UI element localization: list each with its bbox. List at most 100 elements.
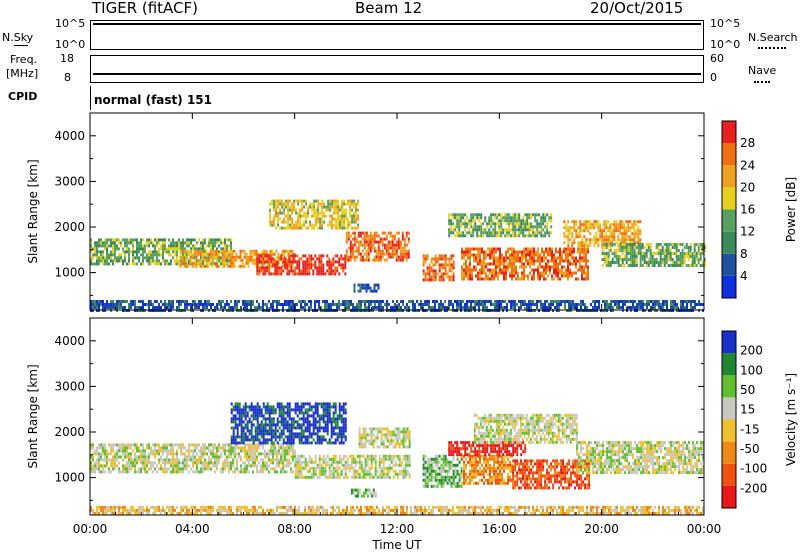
data-cell <box>363 231 366 235</box>
data-cell <box>136 443 138 447</box>
data-cell <box>502 300 504 303</box>
data-cell <box>290 300 292 303</box>
data-cell <box>305 217 308 221</box>
data-cell <box>648 303 650 306</box>
data-cell <box>465 265 467 269</box>
data-cell <box>438 263 441 267</box>
data-cell <box>525 250 527 254</box>
data-cell <box>176 247 178 251</box>
data-cell <box>580 300 582 303</box>
data-cell <box>228 467 230 471</box>
data-cell <box>585 277 587 281</box>
data-cell <box>508 225 511 229</box>
data-cell <box>90 259 92 263</box>
data-cell <box>182 446 184 450</box>
data-cell <box>152 306 154 309</box>
data-cell <box>232 432 235 436</box>
data-cell <box>212 446 214 450</box>
data-cell <box>434 272 437 276</box>
data-cell <box>208 446 210 450</box>
data-cell <box>320 260 323 264</box>
data-cell <box>339 223 342 227</box>
data-cell <box>623 258 626 261</box>
data-cell <box>140 241 142 245</box>
data-cell <box>424 275 427 279</box>
data-cell <box>220 467 222 471</box>
data-cell <box>383 243 386 247</box>
data-cell <box>140 300 142 303</box>
data-cell <box>609 243 612 246</box>
data-cell <box>283 211 286 215</box>
data-cell <box>635 223 638 227</box>
data-cell <box>679 255 682 258</box>
data-cell <box>467 265 469 269</box>
data-cell <box>276 435 279 439</box>
data-cell <box>128 452 130 456</box>
data-cell <box>511 256 513 260</box>
data-cell <box>268 449 270 453</box>
data-cell <box>389 231 392 235</box>
data-cell <box>98 443 100 447</box>
data-cell <box>469 259 471 263</box>
data-cell <box>355 217 358 221</box>
data-cell <box>126 461 128 465</box>
data-cell <box>176 452 178 456</box>
data-cell <box>230 411 233 415</box>
data-cell <box>200 247 202 251</box>
data-cell <box>334 272 337 276</box>
data-cell <box>130 241 132 245</box>
data-cell <box>536 300 538 303</box>
data-cell <box>134 250 136 254</box>
data-cell <box>680 303 682 306</box>
data-cell <box>285 249 288 253</box>
data-cell <box>148 461 150 465</box>
data-cell <box>454 216 457 220</box>
data-cell <box>556 306 558 309</box>
data-cell <box>525 274 527 278</box>
data-cell <box>150 446 152 450</box>
data-cell <box>653 258 656 261</box>
data-cell <box>475 274 477 278</box>
data-cell <box>178 470 180 474</box>
data-cell <box>226 238 228 242</box>
data-cell <box>661 258 664 261</box>
data-cell <box>583 244 586 248</box>
data-cell <box>629 243 632 246</box>
data-cell <box>338 306 340 309</box>
data-cell <box>156 452 158 456</box>
data-cell <box>603 261 606 264</box>
data-cell <box>529 247 531 251</box>
data-cell <box>474 228 477 232</box>
data-cell <box>647 264 650 267</box>
data-cell <box>665 246 668 249</box>
data-cell <box>112 455 114 459</box>
data-cell <box>124 241 126 245</box>
data-cell <box>296 263 299 267</box>
data-cell <box>635 232 638 236</box>
data-cell <box>297 223 300 227</box>
data-cell <box>230 435 233 439</box>
data-cell <box>541 259 543 263</box>
data-cell <box>497 247 499 251</box>
data-cell <box>92 303 94 306</box>
data-cell <box>172 250 174 254</box>
data-cell <box>548 219 551 223</box>
data-cell <box>150 300 152 303</box>
data-cell <box>391 246 394 250</box>
data-cell <box>144 303 146 306</box>
data-cell <box>248 458 250 462</box>
data-cell <box>278 443 280 447</box>
data-cell <box>148 253 150 257</box>
data-cell <box>448 269 451 273</box>
data-cell <box>261 255 264 259</box>
data-cell <box>475 256 477 260</box>
data-cell <box>210 303 212 306</box>
data-cell <box>565 235 568 239</box>
data-cell <box>603 223 606 227</box>
data-cell <box>106 452 108 456</box>
data-cell <box>468 228 471 232</box>
data-cell <box>182 241 184 245</box>
data-cell <box>190 449 192 453</box>
data-cell <box>274 452 276 456</box>
data-cell <box>190 306 192 309</box>
